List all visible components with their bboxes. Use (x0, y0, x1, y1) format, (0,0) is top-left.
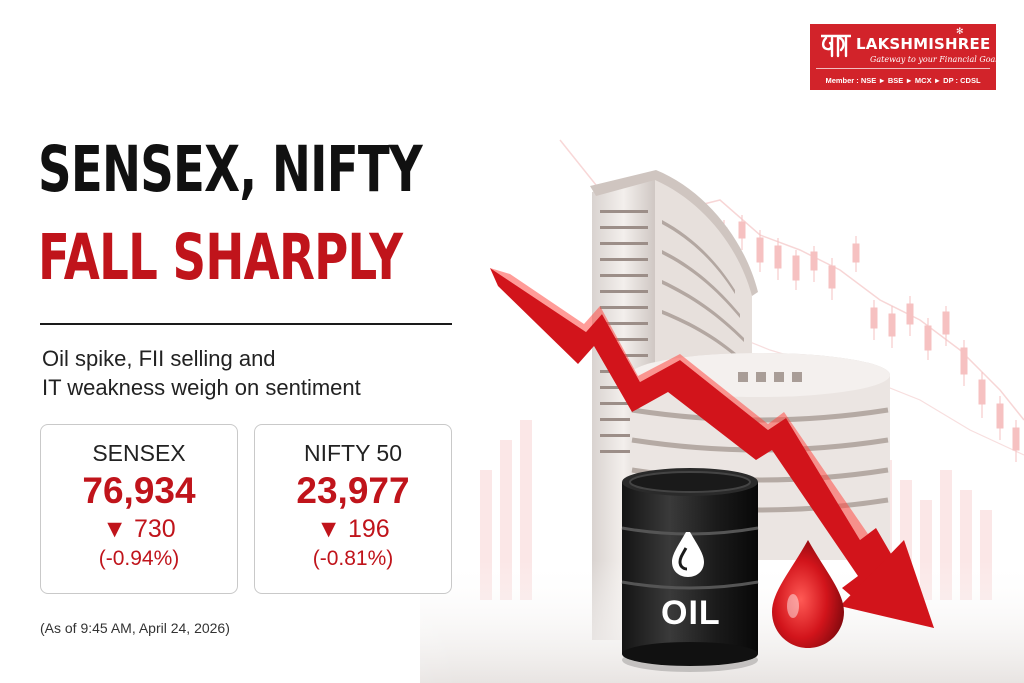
index-percent: (-0.81%) (312, 547, 394, 570)
subtitle-line-2: IT weakness weigh on sentiment (42, 375, 361, 400)
index-name: SENSEX (92, 440, 186, 466)
index-change: ▼ 196 (316, 515, 390, 543)
shree-logo-icon (821, 34, 851, 58)
brand-divider (816, 68, 990, 69)
headline-divider (40, 323, 452, 325)
index-change: ▼ 730 (102, 515, 176, 543)
barrel-label: OIL (661, 594, 721, 632)
headline-line-2: FALL SHARPLY (38, 221, 403, 294)
brand-name: LAKSHMISHREE (856, 35, 991, 53)
sensex-card: SENSEX 76,934 ▼ 730 (-0.94%) (40, 424, 238, 594)
headline-line-1: SENSEX, NIFTY (38, 133, 423, 206)
index-value: 23,977 (296, 470, 410, 511)
index-percent: (-0.94%) (98, 547, 180, 570)
index-name: NIFTY 50 (304, 440, 402, 466)
subtitle: Oil spike, FII selling and IT weakness w… (42, 344, 472, 402)
brand-member-line: Member : NSE ► BSE ► MCX ► DP : CDSL (825, 76, 981, 85)
brand-star-icon: ✻ (956, 26, 964, 36)
brand-tagline: Gateway to your Financial Goals (870, 55, 1002, 64)
timestamp: (As of 9:45 AM, April 24, 2026) (40, 620, 230, 636)
index-value: 76,934 (82, 470, 196, 511)
nifty-card: NIFTY 50 23,977 ▼ 196 (-0.81%) (254, 424, 452, 594)
subtitle-line-1: Oil spike, FII selling and (42, 346, 276, 371)
brand-logo[interactable]: LAKSHMISHREE ✻ Gateway to your Financial… (810, 24, 1002, 90)
